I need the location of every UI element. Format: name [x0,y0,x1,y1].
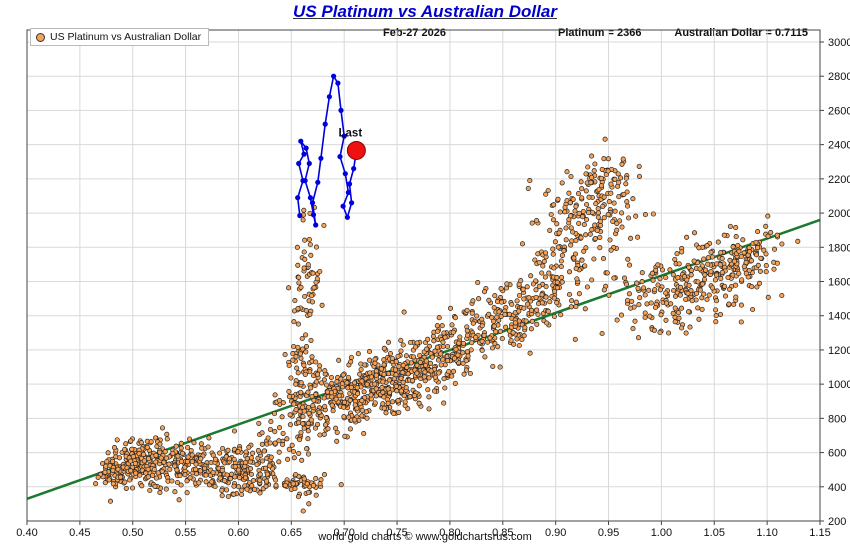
svg-text:600: 600 [828,448,846,460]
svg-text:0.40: 0.40 [16,527,37,539]
svg-text:0.75: 0.75 [386,527,407,539]
svg-text:0.50: 0.50 [122,527,143,539]
svg-text:2800: 2800 [828,71,850,83]
svg-text:1.05: 1.05 [704,527,725,539]
legend: US Platinum vs Australian Dollar [30,28,210,46]
legend-label: US Platinum vs Australian Dollar [50,31,202,43]
svg-text:1400: 1400 [828,311,850,323]
svg-text:1.15: 1.15 [809,527,830,539]
svg-text:0.65: 0.65 [281,527,302,539]
svg-text:1.00: 1.00 [651,527,672,539]
svg-text:0.55: 0.55 [175,527,196,539]
svg-text:1.10: 1.10 [756,527,777,539]
svg-text:400: 400 [828,482,846,494]
chart-title: US Platinum vs Australian Dollar [293,2,557,21]
svg-text:800: 800 [828,413,846,425]
svg-text:1000: 1000 [828,379,850,391]
svg-text:2400: 2400 [828,140,850,152]
svg-text:1200: 1200 [828,345,850,357]
svg-text:2600: 2600 [828,105,850,117]
svg-text:1800: 1800 [828,242,850,254]
svg-text:Last: Last [339,127,363,139]
svg-text:200: 200 [828,516,846,528]
svg-text:0.60: 0.60 [228,527,249,539]
svg-text:0.70: 0.70 [333,527,354,539]
svg-text:1600: 1600 [828,277,850,289]
svg-text:2200: 2200 [828,174,850,186]
svg-text:3000: 3000 [828,37,850,49]
svg-text:2000: 2000 [828,208,850,220]
svg-text:0.85: 0.85 [492,527,513,539]
legend-marker-icon [36,32,45,42]
svg-text:0.45: 0.45 [69,527,90,539]
svg-text:0.90: 0.90 [545,527,566,539]
source-caption: world gold charts © www.goldchartsrus.co… [318,531,532,543]
svg-text:0.80: 0.80 [439,527,460,539]
svg-text:0.95: 0.95 [598,527,619,539]
